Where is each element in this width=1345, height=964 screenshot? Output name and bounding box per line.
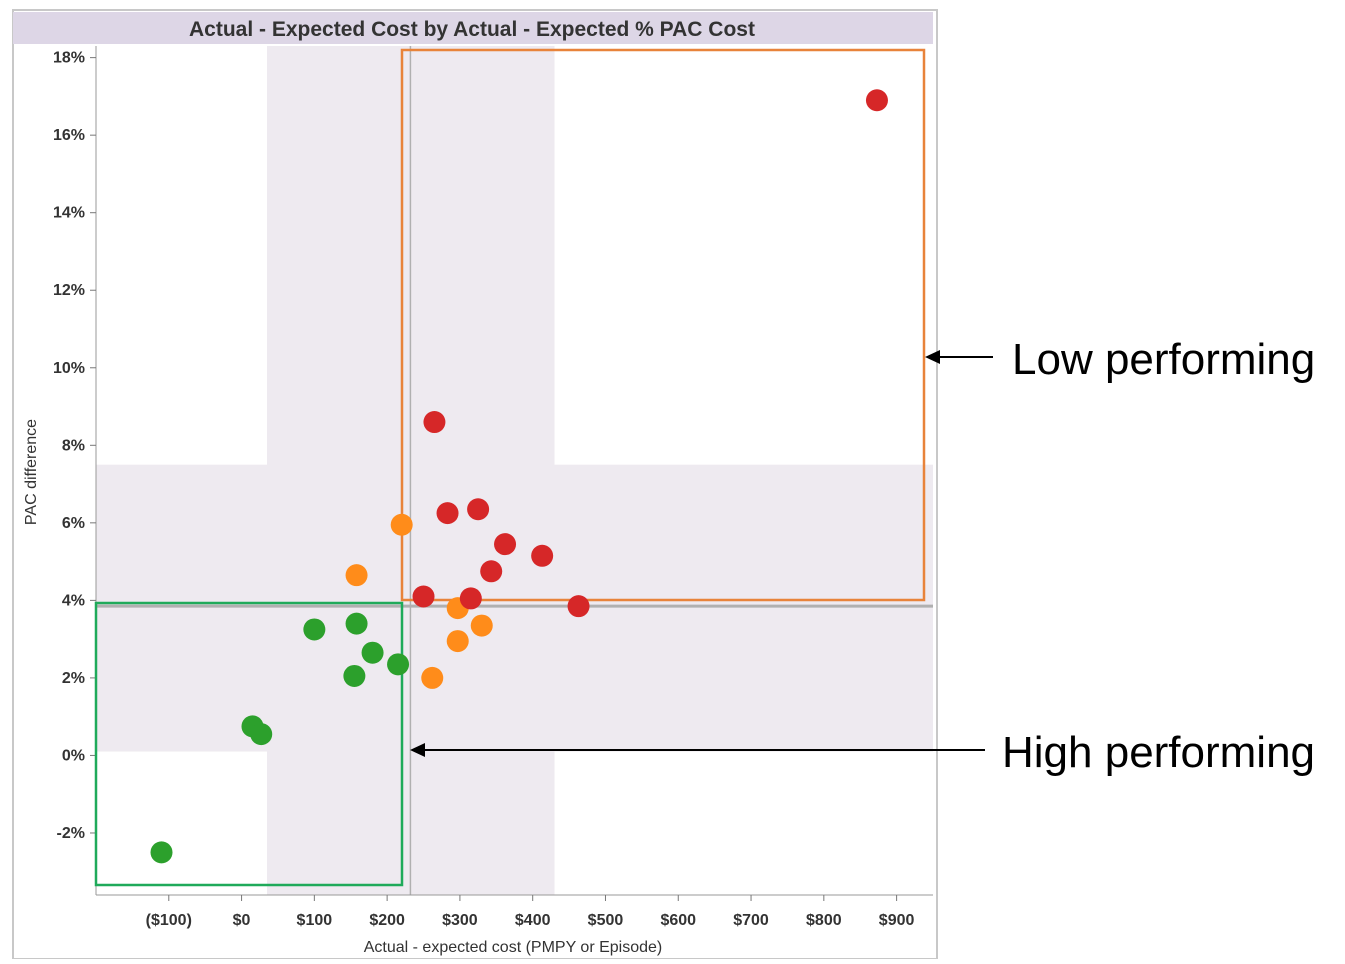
orange-data-point xyxy=(421,666,444,689)
red-data-point xyxy=(865,89,888,112)
y-tick-label: 16% xyxy=(53,127,85,144)
red-data-point xyxy=(531,544,554,567)
red-data-point xyxy=(467,498,490,521)
orange-data-point xyxy=(345,564,368,587)
red-data-point xyxy=(567,595,590,618)
x-tick-label: $300 xyxy=(442,912,478,929)
horizontal-shade-band xyxy=(96,464,933,752)
x-axis-label: Actual - expected cost (PMPY or Episode) xyxy=(364,939,663,956)
high-performing-arrow-head xyxy=(410,743,425,757)
low-performing-arrow-head xyxy=(925,350,940,364)
red-data-point xyxy=(412,585,435,608)
low-performing-box xyxy=(400,48,926,602)
y-tick-label: 14% xyxy=(53,205,85,222)
green-data-point xyxy=(345,612,368,635)
x-axis: ($100) $0 $100 $200 $300 $400 $500 $600 $700 $800… xyxy=(96,894,933,929)
annotations: Low performing High performing xyxy=(410,335,1315,777)
chart-title: Actual - Expected Cost by Actual - Expec… xyxy=(189,18,755,41)
x-tick-label: $100 xyxy=(297,912,333,929)
green-data-point xyxy=(361,641,384,664)
red-data-point xyxy=(459,587,482,610)
red-data-point xyxy=(480,560,503,583)
x-tick-label: $0 xyxy=(233,912,251,929)
orange-data-point xyxy=(390,513,413,536)
y-tick-label: 12% xyxy=(53,282,85,299)
x-tick-label: $200 xyxy=(369,912,405,929)
low-performing-label: Low performing xyxy=(1012,335,1315,384)
y-axis-label: PAC difference xyxy=(23,419,40,525)
y-tick-label: 18% xyxy=(53,50,85,67)
green-data-point xyxy=(303,618,326,641)
red-data-point xyxy=(436,502,459,525)
reference-lines xyxy=(96,46,933,895)
red-data-point xyxy=(494,533,517,556)
x-tick-label: ($100) xyxy=(146,912,192,929)
x-tick-label: $600 xyxy=(660,912,696,929)
y-tick-label: 4% xyxy=(62,592,85,609)
data-points xyxy=(150,89,888,864)
green-data-point xyxy=(343,664,366,687)
y-tick-label: 10% xyxy=(53,360,85,377)
y-tick-label: 0% xyxy=(62,747,85,764)
green-data-point xyxy=(150,841,173,864)
orange-data-point xyxy=(446,630,469,653)
x-tick-label: $500 xyxy=(588,912,624,929)
green-data-point xyxy=(250,723,273,746)
y-tick-label: 6% xyxy=(62,515,85,532)
y-tick-label: -2% xyxy=(57,825,85,842)
performance-boxes xyxy=(94,48,926,887)
title-bar xyxy=(13,12,933,44)
x-tick-label: $400 xyxy=(515,912,551,929)
x-tick-label: $800 xyxy=(806,912,842,929)
orange-data-point xyxy=(470,614,493,637)
x-tick-label: $900 xyxy=(879,912,915,929)
red-data-point xyxy=(423,411,446,434)
high-performing-box xyxy=(94,601,404,887)
y-tick-label: 2% xyxy=(62,670,85,687)
x-tick-label: $700 xyxy=(733,912,769,929)
y-tick-label: 8% xyxy=(62,437,85,454)
high-performing-label: High performing xyxy=(1002,728,1315,777)
green-data-point xyxy=(387,653,410,676)
